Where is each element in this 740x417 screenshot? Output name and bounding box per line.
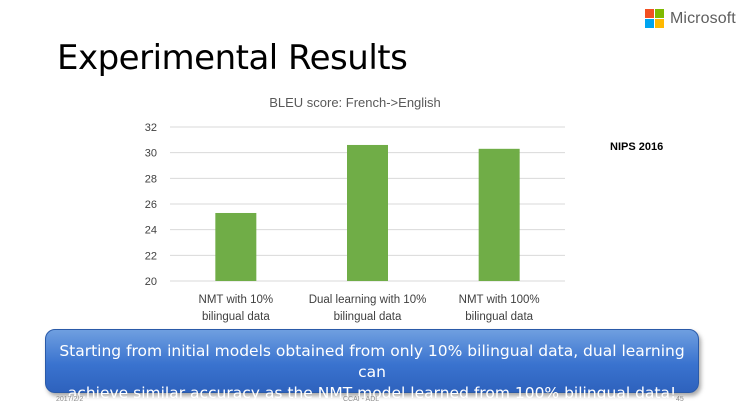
y-tick-label: 20 bbox=[145, 276, 157, 288]
x-category-label: NMT with 100% bbox=[459, 294, 540, 306]
conclusion-callout: Starting from initial models obtained fr… bbox=[45, 329, 699, 402]
microsoft-logo: Microsoft bbox=[645, 9, 736, 29]
bar bbox=[215, 212, 257, 281]
y-tick-label: 24 bbox=[145, 225, 157, 237]
y-tick-label: 26 bbox=[145, 199, 157, 211]
footer-date: 2017/2/2 bbox=[56, 396, 84, 403]
x-category-label: Dual learning with 10% bbox=[309, 294, 427, 306]
y-tick-label: 28 bbox=[145, 173, 157, 185]
callout-line: Starting from initial models obtained fr… bbox=[59, 342, 685, 381]
x-category-label: bilingual data bbox=[202, 311, 270, 323]
slide-title: Experimental Results bbox=[57, 38, 408, 78]
microsoft-wordmark: Microsoft bbox=[670, 10, 736, 27]
y-tick-label: 22 bbox=[145, 250, 157, 262]
y-tick-label: 30 bbox=[145, 148, 157, 160]
callout-line: achieve similar accuracy as the NMT mode… bbox=[67, 384, 677, 402]
bar bbox=[478, 148, 520, 281]
y-tick-label: 32 bbox=[145, 122, 157, 134]
x-category-label: NMT with 10% bbox=[199, 294, 274, 306]
bar bbox=[347, 144, 388, 281]
x-category-label: bilingual data bbox=[334, 311, 402, 323]
source-note: NIPS 2016 bbox=[610, 141, 664, 153]
chart-title: BLEU score: French->English bbox=[269, 95, 441, 110]
x-category-label: bilingual data bbox=[465, 311, 533, 323]
microsoft-logo-icon bbox=[645, 9, 665, 29]
footer-event: CCAI - ADL bbox=[343, 396, 380, 403]
footer-page-number: 45 bbox=[676, 396, 684, 403]
